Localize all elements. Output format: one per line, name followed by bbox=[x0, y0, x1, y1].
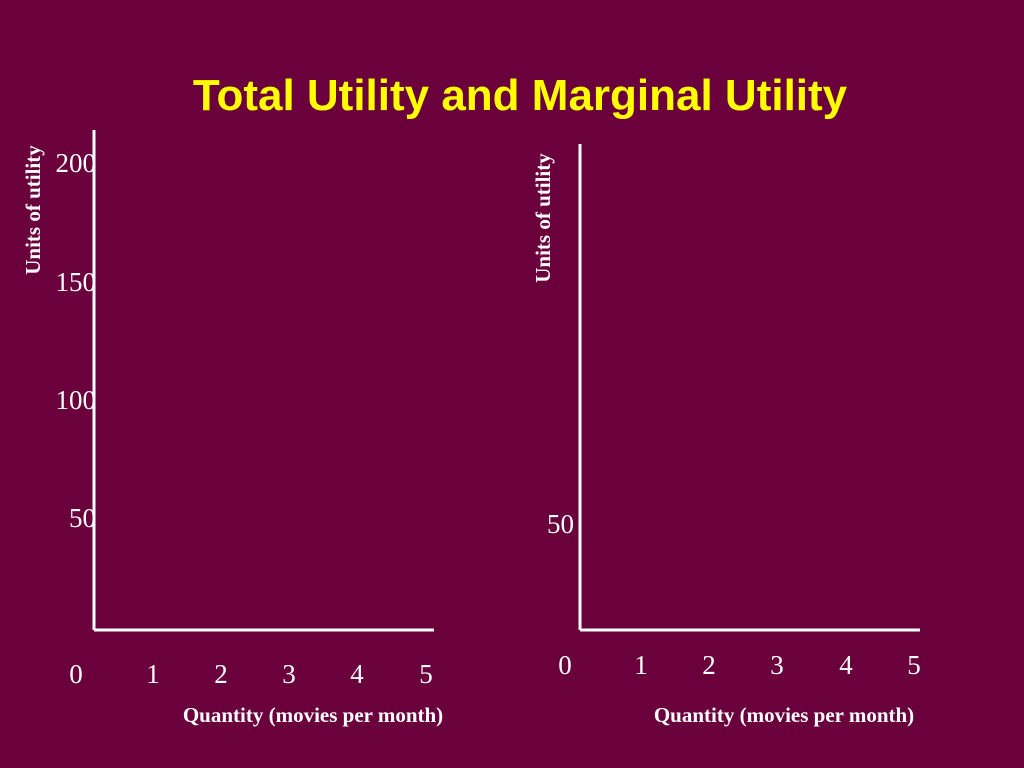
total-utility-x-axis-label: Quantity (movies per month) bbox=[183, 703, 443, 727]
marginal-utility-y-axis-label: Units of utility bbox=[531, 153, 555, 283]
total-utility-y-tick-50: 50 bbox=[69, 503, 96, 533]
total-utility-x-tick-4: 4 bbox=[350, 659, 364, 689]
marginal-utility-x-tick-1: 1 bbox=[634, 650, 648, 680]
marginal-utility-x-tick-0: 0 bbox=[558, 650, 572, 680]
total-utility-y-tick-100: 100 bbox=[56, 385, 97, 415]
total-utility-y-tick-200: 200 bbox=[56, 148, 97, 178]
marginal-utility-x-tick-2: 2 bbox=[702, 650, 716, 680]
marginal-utility-x-tick-4: 4 bbox=[839, 650, 853, 680]
marginal-utility-x-axis-label: Quantity (movies per month) bbox=[654, 703, 914, 727]
total-utility-x-tick-2: 2 bbox=[214, 659, 228, 689]
total-utility-x-tick-0: 0 bbox=[69, 659, 83, 689]
total-utility-x-tick-1: 1 bbox=[146, 659, 160, 689]
marginal-utility-chart: 50 0 1 2 3 4 5 Quantity (movies per mont… bbox=[531, 144, 921, 727]
total-utility-chart: 200 150 100 50 0 1 2 3 4 5 Quantity (mov… bbox=[21, 130, 443, 727]
marginal-utility-x-tick-5: 5 bbox=[907, 650, 921, 680]
total-utility-y-axis-label: Units of utility bbox=[21, 145, 45, 275]
total-utility-x-tick-5: 5 bbox=[419, 659, 433, 689]
total-utility-x-tick-3: 3 bbox=[282, 659, 296, 689]
marginal-utility-x-tick-3: 3 bbox=[770, 650, 784, 680]
marginal-utility-y-tick-50: 50 bbox=[547, 509, 574, 539]
slide-title: Total Utility and Marginal Utility bbox=[192, 71, 848, 120]
total-utility-y-tick-150: 150 bbox=[56, 267, 97, 297]
